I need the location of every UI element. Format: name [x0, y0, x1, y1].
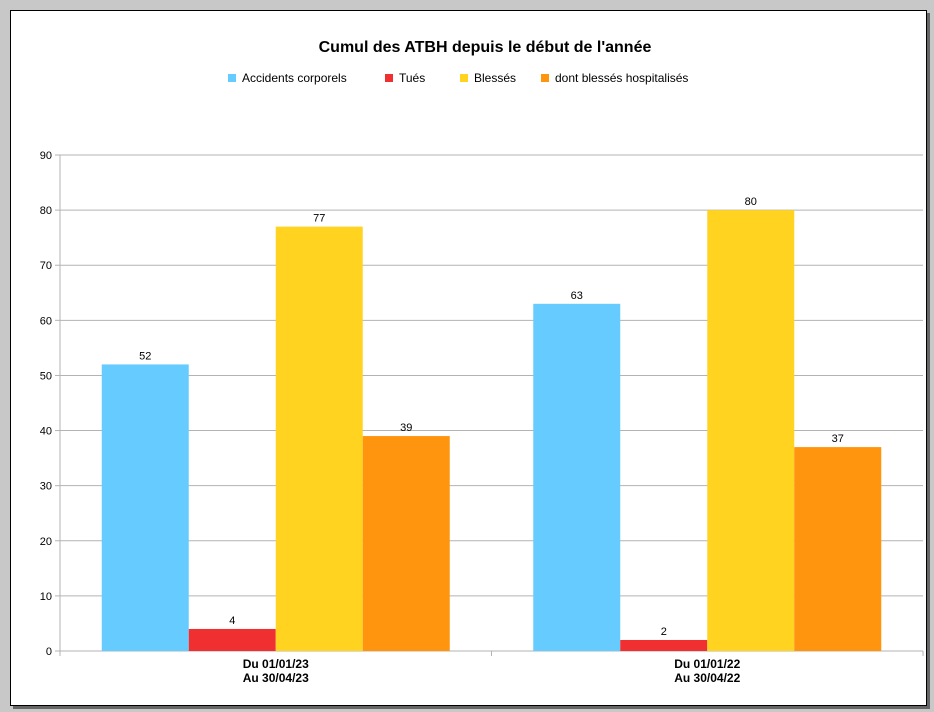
chart-frame: Cumul des ATBH depuis le début de l'anné…: [10, 10, 927, 706]
data-label-1-0: 63: [571, 290, 583, 302]
data-label-0-3: 39: [400, 422, 412, 434]
bars: 52 4 77 39 63 2 80 37: [101, 196, 882, 651]
bar-1-2: [707, 210, 795, 651]
x-category-label-1: Du 01/01/22 Au 30/04/22: [674, 657, 740, 685]
legend-swatch-0: [228, 74, 236, 82]
legend: Accidents corporels Tués Blessés dont bless…: [228, 71, 688, 85]
axes: 0 10 20 30 40 50 60 70 80 90 Du 01/01/23 Au 30/04/2…: [40, 150, 924, 685]
x-category-label-0: Du 01/01/23 Au 30/04/23: [243, 657, 309, 685]
bar-1-0: [533, 303, 621, 651]
y-tick-label-80: 80: [40, 205, 52, 217]
bar-1-3: [794, 447, 882, 651]
data-label-0-1: 4: [229, 615, 235, 627]
y-tick-label-60: 60: [40, 315, 52, 327]
y-tick-label-40: 40: [40, 426, 52, 438]
data-label-0-2: 77: [313, 213, 325, 225]
bar-0-3: [362, 436, 450, 651]
bar-chart: Cumul des ATBH depuis le début de l'anné…: [40, 39, 924, 685]
legend-label-3: dont blessés hospitalisés: [555, 71, 688, 85]
y-tick-label-90: 90: [40, 150, 52, 162]
chart-title: Cumul des ATBH depuis le début de l'anné…: [319, 39, 652, 56]
data-label-1-3: 37: [832, 433, 844, 445]
y-tick-label-0: 0: [46, 646, 52, 658]
legend-label-2: Blessés: [474, 71, 516, 85]
bar-0-1: [188, 628, 276, 651]
bar-0-0: [101, 364, 189, 651]
legend-swatch-2: [460, 74, 468, 82]
y-tick-label-50: 50: [40, 370, 52, 382]
grid: [60, 154, 923, 652]
y-tick-label-70: 70: [40, 260, 52, 272]
y-tick-label-10: 10: [40, 591, 52, 603]
data-label-1-1: 2: [661, 626, 667, 638]
legend-label-1: Tués: [399, 71, 425, 85]
legend-swatch-1: [385, 74, 393, 82]
y-tick-label-30: 30: [40, 481, 52, 493]
legend-label-0: Accidents corporels: [242, 71, 347, 85]
bar-0-2: [275, 226, 363, 651]
data-label-0-0: 52: [139, 350, 151, 362]
bar-1-1: [620, 639, 708, 651]
data-label-1-2: 80: [745, 196, 757, 208]
y-tick-label-20: 20: [40, 536, 52, 548]
legend-swatch-3: [541, 74, 549, 82]
